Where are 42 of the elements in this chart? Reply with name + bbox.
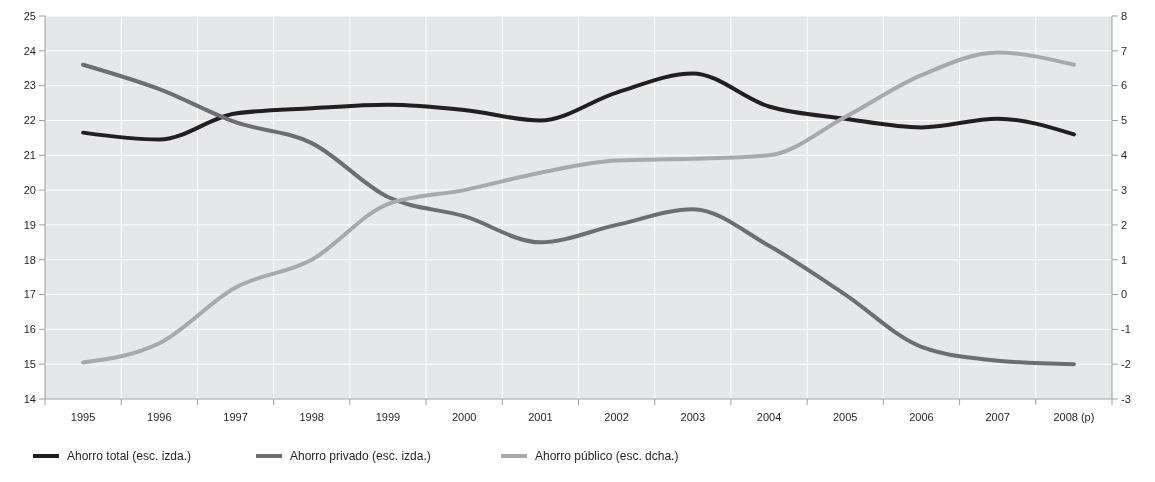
x-tick-label: 2004	[756, 411, 782, 423]
y-tick-label: 17	[23, 288, 36, 301]
x-tick-label: 1996	[147, 411, 172, 423]
y2-tick-label: 2	[1121, 218, 1128, 231]
legend-label: Ahorro total (esc. izda.)	[67, 449, 192, 464]
y2-tick-label: 4	[1121, 149, 1128, 162]
y2-tick-label: 5	[1121, 114, 1128, 127]
y2-tick-label: -2	[1121, 358, 1131, 371]
y2-tick-label: 6	[1121, 79, 1128, 92]
y-tick-label: 18	[23, 253, 36, 266]
y-tick-label: 15	[23, 358, 36, 371]
x-tick-label: 2005	[833, 411, 858, 423]
y2-tick-label: 8	[1121, 9, 1128, 22]
y2-tick-label: -1	[1121, 323, 1131, 336]
legend-label: Ahorro privado (esc. izda.)	[290, 449, 431, 464]
y-tick-label: 14	[23, 392, 36, 405]
y-tick-label: 25	[23, 9, 36, 22]
x-tick-label: 2003	[680, 411, 706, 423]
y-tick-label: 23	[23, 79, 36, 92]
x-tick-label: 1995	[70, 411, 96, 423]
y-tick-label: 21	[23, 149, 36, 162]
y2-tick-label: 1	[1121, 253, 1128, 266]
y2-tick-label: -3	[1121, 392, 1131, 405]
y-tick-label: 19	[23, 218, 36, 231]
y2-tick-label: 0	[1121, 288, 1128, 301]
x-tick-label: 1997	[223, 411, 248, 423]
x-tick-label: 1998	[299, 411, 324, 423]
x-tick-label: 2008 (p)	[1053, 411, 1095, 423]
line-series	[81, 71, 1076, 142]
y-tick-label: 22	[23, 114, 36, 127]
x-tick-label: 1999	[375, 411, 401, 423]
y2-tick-label: 7	[1121, 44, 1128, 57]
y-tick-label: 16	[23, 323, 36, 336]
x-tick-label: 2002	[604, 411, 629, 423]
y-tick-label: 24	[23, 44, 36, 57]
x-tick-label: 2000	[451, 411, 477, 423]
x-tick-label: 2006	[909, 411, 934, 423]
legend-label: Ahorro público (esc. dcha.)	[535, 449, 679, 464]
x-tick-label: 2001	[528, 411, 553, 423]
y-tick-label: 20	[23, 183, 36, 196]
x-tick-label: 2007	[985, 411, 1010, 423]
y2-tick-label: 3	[1121, 183, 1128, 196]
